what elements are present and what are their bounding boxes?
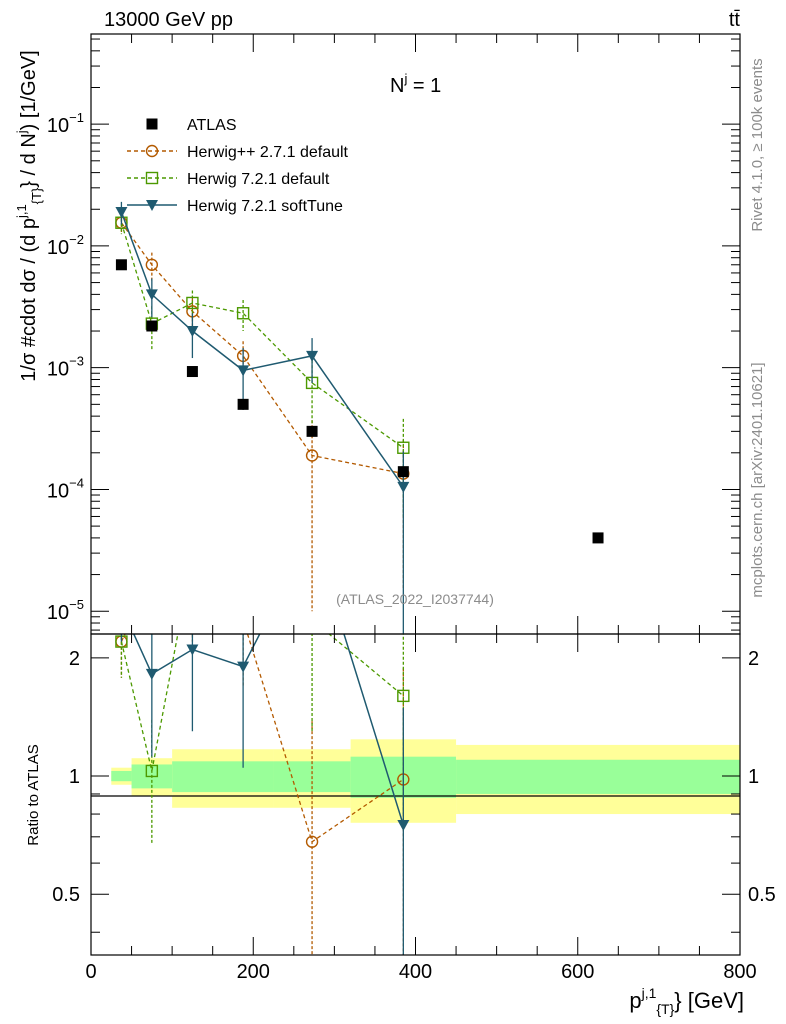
ratio-point [187, 578, 198, 589]
legend-marker [146, 200, 158, 211]
y-axis-title: 1/σ #cdot dσ / (d pj,1{T}} / d Nj) [1/Ge… [14, 50, 44, 381]
atlas-point [397, 466, 409, 478]
data-point [145, 258, 159, 271]
atlas-point [306, 425, 318, 437]
mcplots-label: mcplots.cern.ch [arXiv:2401.10621] [749, 362, 766, 597]
x-tick-label: 800 [723, 961, 756, 983]
atlas-point [186, 366, 198, 378]
data-point [186, 326, 199, 338]
ratio-point [187, 552, 198, 563]
legend-marker [146, 118, 158, 130]
legend-marker [145, 171, 159, 185]
ratio-y-title: Ratio to ATLAS [25, 744, 42, 845]
x-tick-label: 600 [561, 961, 594, 983]
ratio-point [238, 477, 249, 488]
x-tick-label: 200 [237, 961, 270, 983]
stat-uncertainty-band [111, 770, 132, 782]
main-series [115, 201, 604, 634]
main-y-axis: 10−1 10−2 10−3 10−4 10−5 [47, 38, 740, 631]
ratio-bands [111, 739, 740, 823]
ratio-tick-label: 1 [69, 766, 80, 788]
legend-label: Herwig 7.2.1 softTune [187, 198, 343, 215]
y-tick-label: 10−3 [47, 354, 84, 381]
ratio-tick-label: 0.5 [748, 884, 776, 906]
data-point [397, 481, 410, 493]
rivet-label: Rivet 4.1.0, ≥ 100k events [749, 58, 766, 231]
series-line [120, 211, 404, 488]
data-point [145, 289, 158, 301]
data-point [237, 365, 250, 377]
ratio-tick-label: 1 [748, 766, 759, 788]
main-panel: 10−1 10−2 10−3 10−4 10−5 ATLAS Herwig++ 2.7.1… [14, 33, 741, 635]
x-axis: 0 200 400 600 800 [85, 34, 757, 983]
atlas-point [237, 398, 249, 410]
x-tick-label: 400 [399, 961, 432, 983]
legend-marker [145, 144, 159, 158]
ratio-point [186, 644, 199, 656]
ratio-point [115, 602, 127, 613]
data-point [186, 296, 199, 310]
energy-label: 13000 GeV pp [104, 9, 233, 31]
data-point [305, 449, 319, 462]
legend: ATLAS Herwig++ 2.7.1 default Herwig 7.2.1 … [127, 117, 349, 215]
ratio-point [397, 689, 410, 703]
data-point [115, 206, 128, 218]
y-tick-label: 10−5 [47, 597, 84, 624]
ratio-point [397, 820, 410, 832]
ratio-point [145, 668, 158, 680]
ratio-panel: 0.5 0.51 12 2 Ratio to ATLAS 0 200 400 600 800 … [25, 34, 776, 1017]
ratio-series [115, 477, 410, 955]
y-tick-label: 10−1 [47, 110, 84, 137]
svg-text:1/σ #cdot dσ / (d pj,1{T}} / d: 1/σ #cdot dσ / (d pj,1{T}} / d Nj) [1/Ge… [14, 50, 44, 381]
ratio-point [145, 764, 159, 778]
ratio-tick-label: 2 [748, 648, 759, 670]
ratio-line [120, 634, 404, 772]
x-tick-label: 0 [85, 961, 96, 983]
process-label: tt̄ [729, 9, 741, 31]
analysis-id: (ATLAS_2022_I2037744) [336, 591, 494, 607]
y-tick-label: 10−2 [47, 232, 84, 259]
legend-label: Herwig++ 2.7.1 default [187, 144, 349, 161]
ratio-tick-label: 2 [69, 648, 80, 670]
ratio-line [132, 634, 405, 826]
ratio-y-axis: 0.5 0.5 1 1 2 2 [52, 648, 776, 933]
ratio-tick-label: 0.5 [52, 884, 80, 906]
legend-label: ATLAS [187, 117, 237, 134]
series-line [120, 222, 404, 475]
data-point [306, 350, 319, 362]
ratio-point [305, 835, 319, 848]
x-axis-title: pj,1{T}} [GeV] [629, 985, 744, 1017]
atlas-point [146, 320, 158, 332]
ratio-point [146, 572, 157, 583]
ratio-point [237, 661, 250, 673]
ratio-point [307, 614, 318, 625]
stat-uncertainty-band [456, 759, 740, 794]
atlas-point [592, 532, 604, 544]
legend-label: Herwig 7.2.1 default [187, 171, 330, 188]
stat-uncertainty-band [172, 761, 274, 793]
data-point [236, 307, 250, 320]
series-line [120, 222, 404, 449]
ratio-point [238, 614, 249, 625]
atlas-point [115, 259, 127, 271]
y-tick-label: 10−4 [47, 475, 84, 502]
panel-title: Nj = 1 [390, 71, 441, 97]
